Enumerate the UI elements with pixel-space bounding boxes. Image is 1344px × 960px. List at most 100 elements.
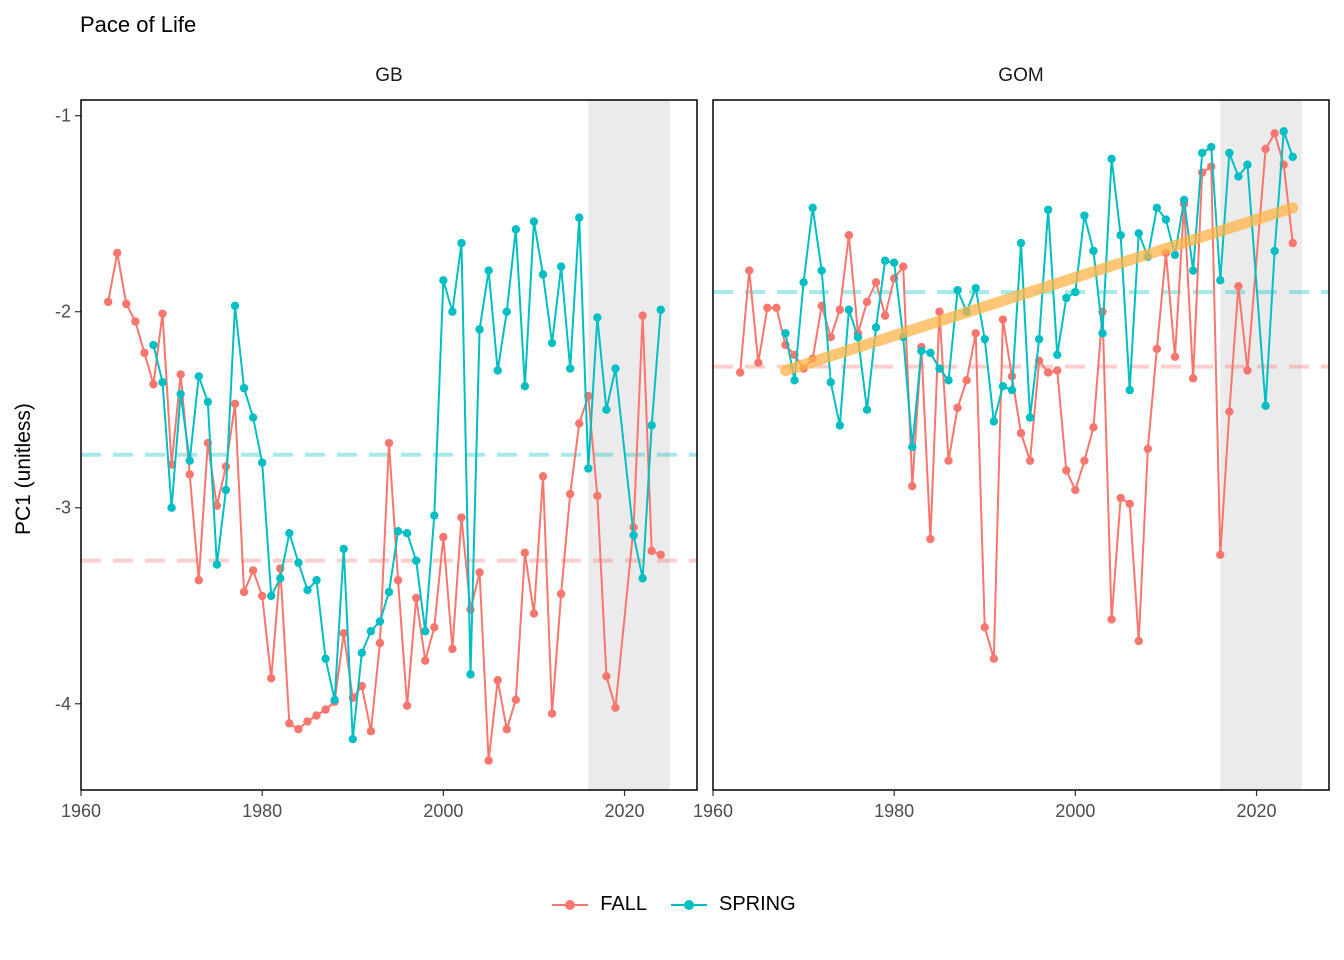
data-point-fall-gom (880, 311, 890, 320)
x-tick-label: 1960 (693, 801, 733, 821)
data-point-spring-gb (330, 695, 339, 705)
data-point-spring-gb (357, 648, 367, 657)
data-point-spring-gb (638, 574, 647, 583)
data-point-fall-gom (971, 329, 980, 338)
series-line-spring-gb (152, 217, 662, 740)
data-point-spring-gom (1207, 142, 1216, 152)
data-point-spring-gb (602, 405, 611, 414)
data-point-fall-gb (185, 470, 194, 479)
data-point-spring-gom (1197, 148, 1207, 158)
data-point-fall-gb (267, 674, 276, 683)
data-point-fall-gom (1053, 366, 1062, 375)
data-point-fall-gb (520, 548, 530, 558)
data-point-fall-gb (393, 576, 403, 585)
data-point-spring-gb (547, 338, 557, 348)
data-point-fall-gb (339, 628, 348, 638)
data-point-fall-gb (140, 348, 149, 358)
data-point-spring-gom (1053, 350, 1062, 360)
data-point-spring-gb (185, 456, 194, 465)
legend-label-fall: FALL (600, 893, 647, 915)
data-point-spring-gom (908, 442, 917, 452)
data-point-spring-gom (1016, 238, 1026, 248)
data-point-fall-gb (602, 672, 611, 681)
data-point-spring-gb (149, 340, 158, 350)
data-point-fall-gom (926, 534, 935, 544)
data-point-spring-gb (384, 587, 394, 597)
data-point-spring-gom (935, 364, 944, 373)
data-point-spring-gom (880, 256, 890, 265)
data-point-spring-gom (799, 278, 808, 287)
data-point-spring-gb (565, 364, 575, 373)
data-point-fall-gb (194, 576, 203, 585)
y-tick-label: -1 (55, 106, 71, 126)
data-point-spring-gom (1089, 246, 1098, 256)
data-point-spring-gb (457, 238, 466, 248)
data-point-fall-gb (529, 609, 539, 618)
data-point-fall-gom (1134, 636, 1143, 646)
data-point-fall-gb (547, 709, 557, 718)
data-point-fall-gb (593, 491, 602, 501)
legend: FALL SPRING (0, 893, 1344, 916)
y-axis-label: PC1 (unitless) (12, 403, 35, 535)
data-point-fall-gb (439, 532, 448, 542)
data-point-fall-gom (1261, 144, 1270, 154)
data-point-fall-gom (835, 305, 845, 314)
data-point-fall-gom (1071, 485, 1080, 495)
data-point-spring-gom (853, 332, 863, 342)
data-point-fall-gb (176, 370, 185, 379)
data-point-spring-gb (194, 372, 203, 381)
data-point-spring-gb (321, 654, 330, 663)
data-point-spring-gom (1270, 246, 1279, 256)
data-point-spring-gb (158, 378, 167, 387)
data-point-fall-gom (908, 481, 917, 491)
data-point-spring-gb (629, 530, 638, 540)
data-point-spring-gom (1216, 276, 1225, 285)
data-point-fall-gb (131, 317, 140, 326)
legend-key-fall (552, 899, 589, 910)
data-point-fall-gom (826, 332, 835, 342)
data-point-spring-gom (998, 381, 1008, 391)
data-point-fall-gom (962, 376, 971, 385)
data-point-fall-gb (638, 311, 647, 320)
data-point-spring-gb (647, 421, 656, 430)
data-point-fall-gb (466, 605, 475, 614)
data-point-spring-gb (520, 381, 530, 391)
legend-key-spring (671, 899, 707, 910)
data-point-fall-gb (103, 297, 113, 307)
panel-border-gb (80, 99, 698, 791)
data-point-fall-gb (493, 676, 502, 685)
data-point-fall-gb (475, 568, 484, 577)
x-tick-label: 1980 (874, 801, 914, 821)
data-point-fall-gb (158, 309, 167, 318)
data-point-fall-gb (647, 546, 656, 556)
data-point-fall-gom (745, 266, 754, 275)
data-point-spring-gb (230, 301, 240, 311)
data-point-fall-gom (1116, 493, 1125, 503)
data-point-spring-gom (1116, 231, 1125, 240)
data-point-fall-gom (953, 403, 962, 412)
data-point-spring-gom (826, 378, 835, 387)
data-point-spring-gom (1279, 127, 1288, 136)
data-point-spring-gb (656, 305, 665, 314)
data-point-spring-gb (239, 383, 249, 393)
panel-strip-gb: GB (375, 65, 403, 86)
data-point-spring-gom (1034, 334, 1044, 344)
data-point-spring-gb (593, 313, 602, 322)
legend-item-fall: FALL (548, 893, 647, 916)
data-point-spring-gb (466, 670, 475, 679)
data-point-fall-gb (430, 623, 439, 632)
data-point-fall-gb (294, 725, 303, 734)
data-point-fall-gb (113, 248, 122, 258)
data-point-spring-gb (303, 585, 312, 595)
data-point-spring-gom (871, 323, 881, 332)
data-point-spring-gom (1288, 152, 1297, 162)
y-tick-label: -3 (55, 498, 71, 518)
data-point-fall-gom (1288, 238, 1297, 248)
data-point-spring-gb (502, 307, 511, 316)
data-point-spring-gom (889, 258, 899, 267)
data-point-fall-gb (230, 399, 240, 409)
data-point-fall-gb (221, 462, 231, 471)
x-tick-label: 2020 (1237, 801, 1277, 821)
data-point-fall-gom (1125, 499, 1134, 509)
